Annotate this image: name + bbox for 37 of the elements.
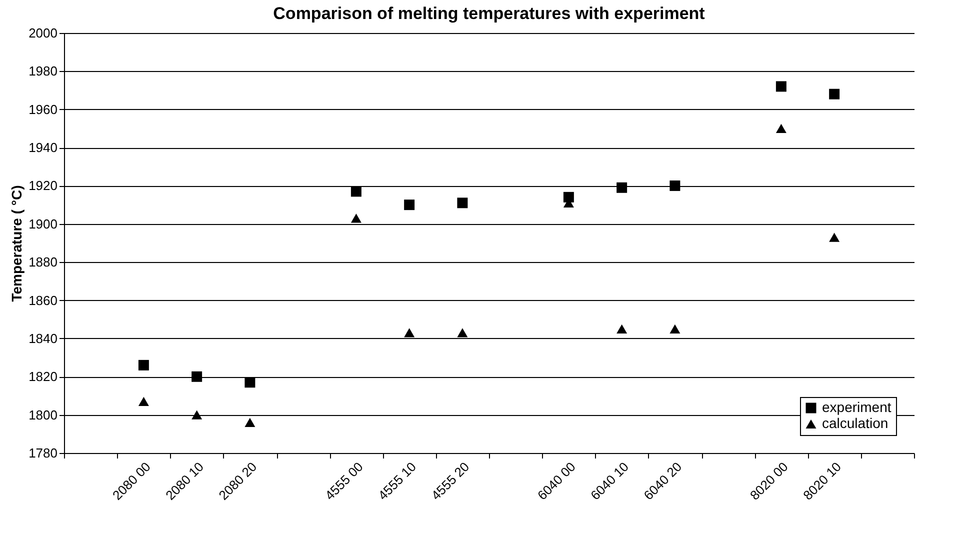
point bbox=[670, 324, 680, 334]
y-tick-label: 1860 bbox=[28, 292, 58, 308]
y-tick-label: 1800 bbox=[28, 407, 58, 422]
point bbox=[192, 371, 202, 382]
point bbox=[138, 396, 149, 406]
point bbox=[350, 214, 362, 223]
point bbox=[138, 360, 149, 370]
point bbox=[616, 182, 628, 193]
point bbox=[244, 377, 256, 388]
y-tick-label: 1920 bbox=[28, 178, 58, 194]
y-tick-label: 2000 bbox=[28, 26, 58, 40]
y-tick-label: 1780 bbox=[28, 446, 58, 460]
y-tick-label: 1980 bbox=[28, 64, 58, 79]
point bbox=[457, 328, 468, 338]
y-tick-label: 1840 bbox=[28, 330, 58, 346]
y-tick-label: 1820 bbox=[28, 369, 58, 384]
point bbox=[350, 186, 362, 197]
y-tick-label: 1940 bbox=[28, 140, 58, 156]
point bbox=[244, 418, 256, 427]
point bbox=[404, 200, 415, 210]
point bbox=[616, 324, 628, 334]
point bbox=[776, 124, 786, 133]
point bbox=[829, 88, 840, 100]
chart-title: Comparison of melting temperatures with experiment bbox=[273, 4, 706, 23]
point bbox=[670, 180, 680, 191]
point bbox=[404, 328, 415, 338]
point bbox=[457, 198, 468, 208]
y-axis-title: Temperature ( °C) bbox=[8, 185, 25, 302]
point bbox=[563, 192, 574, 202]
legend-label: calculation bbox=[822, 415, 888, 431]
point bbox=[829, 232, 840, 242]
point bbox=[776, 81, 786, 92]
y-tick-label: 1900 bbox=[28, 216, 58, 232]
point bbox=[192, 410, 202, 420]
y-tick-label: 1880 bbox=[28, 254, 58, 270]
y-tick-label: 1960 bbox=[28, 102, 58, 117]
legend-label: experiment bbox=[822, 399, 892, 415]
